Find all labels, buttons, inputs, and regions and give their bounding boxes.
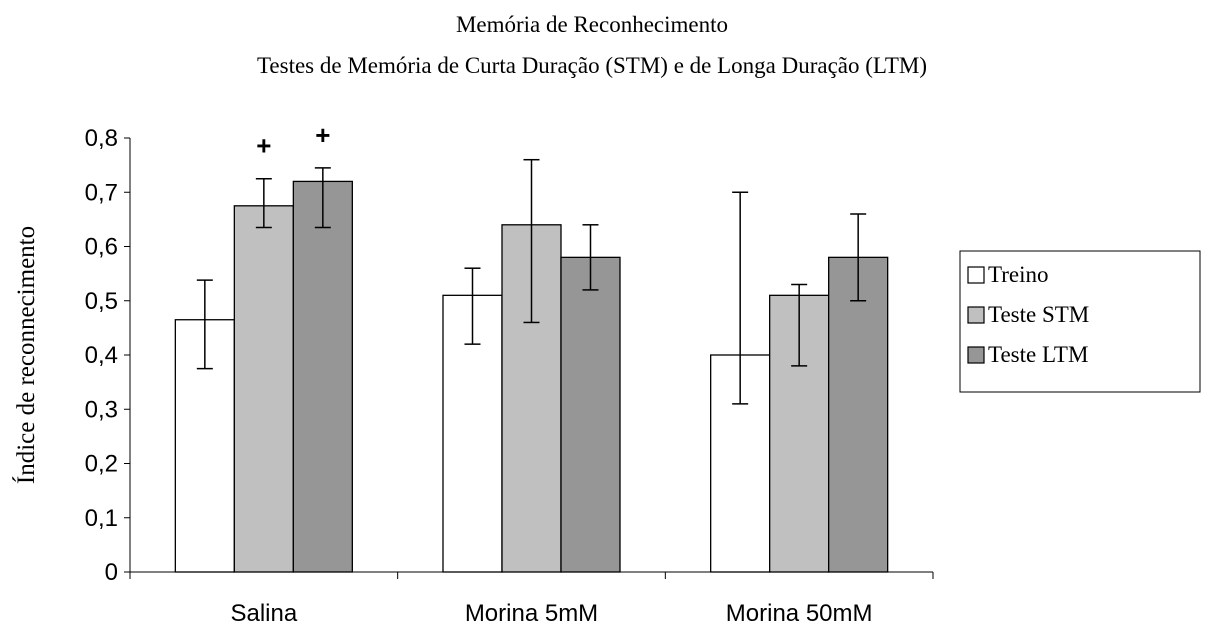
x-tick-label: Morina 5mM [465,600,598,627]
legend-box [959,250,1201,393]
bar [560,256,621,573]
y-axis-label: Índice de reconnecimento [12,226,40,484]
bar [233,205,294,573]
chart-subtitle: Testes de Memória de Curta Duração (STM)… [257,53,927,78]
legend-label: Treino [988,262,1049,287]
significance-mark: + [315,120,330,150]
bar [828,256,889,573]
y-tick-label: 0,3 [85,396,118,423]
y-tick-label: 0 [105,559,118,586]
legend-label: Teste STM [988,302,1089,327]
y-tick-label: 0,1 [85,505,118,532]
bar [292,180,353,573]
legend-swatch [967,346,985,364]
y-tick-label: 0,2 [85,451,118,478]
legend-label: Teste LTM [988,342,1088,367]
legend: Treino Teste STM Teste LTM [959,250,1201,393]
y-tick-label: 0,7 [85,179,118,206]
y-tick-label: 0,8 [85,125,118,152]
legend-swatch [967,266,985,284]
y-tick-label: 0,5 [85,288,118,315]
y-tick-label: 0,4 [85,342,118,369]
legend-swatch [967,306,985,324]
chart-title: Memória de Reconhecimento [456,12,728,37]
significance-mark: + [256,131,271,161]
x-tick-label: Morina 50mM [726,600,873,627]
y-tick-label: 0,6 [85,234,118,261]
plot-area: 0 0,1 0,2 0,3 0,4 0,5 0,6 0,7 0,8 Salina Morina 5m… [85,120,934,627]
x-tick-label: Salina [230,600,297,627]
